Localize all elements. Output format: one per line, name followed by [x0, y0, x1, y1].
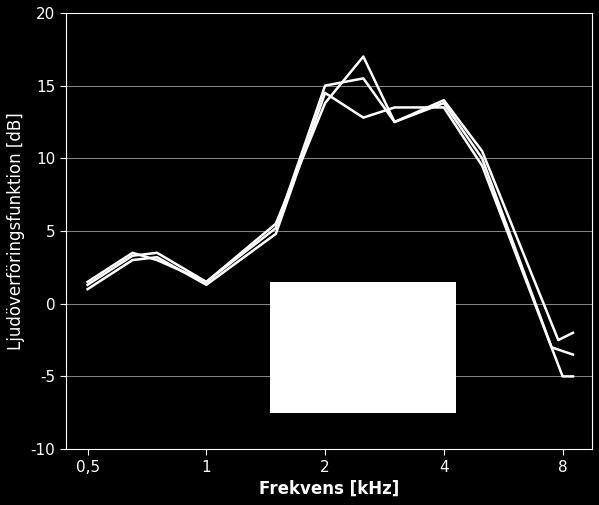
X-axis label: Frekvens [kHz]: Frekvens [kHz]	[259, 480, 399, 498]
Y-axis label: Ljudöverföringsfunktion [dB]: Ljudöverföringsfunktion [dB]	[7, 112, 25, 350]
Bar	[270, 282, 456, 413]
